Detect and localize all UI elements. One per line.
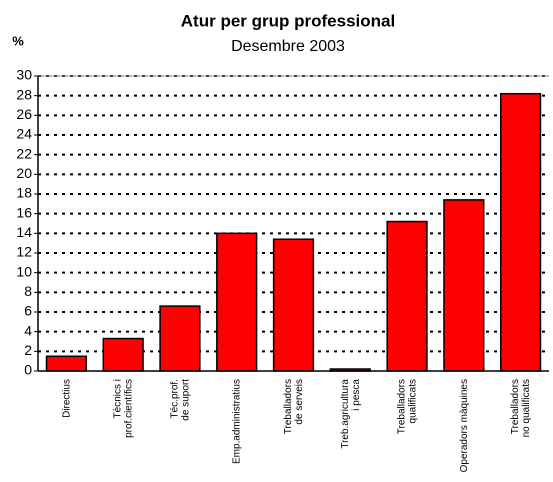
bar <box>216 232 258 372</box>
y-tick-label: 6 <box>24 303 32 319</box>
y-tick-label: 22 <box>16 145 32 161</box>
x-tick-label: Emp.administratius <box>231 379 242 464</box>
x-tick-label: Operadors màquines <box>458 379 469 472</box>
y-tick-label: 26 <box>16 106 32 122</box>
x-tick-label: Treballadors qualificats <box>396 379 418 434</box>
chart-subtitle: Desembre 2003 <box>231 38 345 55</box>
bar <box>272 238 315 372</box>
y-tick-label: 10 <box>16 263 32 279</box>
y-tick-label: 24 <box>16 126 32 142</box>
y-tick-label: 4 <box>24 322 32 338</box>
y-tick-label: 30 <box>16 67 32 83</box>
x-tick-label: Directius <box>61 379 72 418</box>
y-tick-label: 8 <box>24 283 32 299</box>
x-tick-label: Treballadors no qualificats <box>510 379 532 440</box>
bar <box>45 355 88 372</box>
bar <box>443 199 485 372</box>
y-tick-label: 28 <box>16 86 32 102</box>
x-tick-label: Treballadors de serveis <box>283 379 305 434</box>
y-tick-label: 14 <box>16 224 32 240</box>
y-tick-label: 16 <box>16 204 32 220</box>
y-tick-label: 18 <box>16 185 32 201</box>
x-tick-label: Téc.prof. de suport <box>169 379 191 424</box>
y-tick-label: 12 <box>16 244 32 260</box>
x-tick-label: Treb.agricultura i pesca <box>339 379 361 449</box>
y-tick-label: 2 <box>24 342 32 358</box>
bar <box>159 305 201 372</box>
bar <box>386 220 428 372</box>
bar <box>499 92 542 372</box>
y-tick-label: 0 <box>24 362 32 378</box>
bar <box>102 337 144 372</box>
chart-title: Atur per grup professional <box>181 11 395 30</box>
y-tick-label: 20 <box>16 165 32 181</box>
y-axis-label: % <box>12 33 24 48</box>
x-tick-label: Tècnics i prof.científics <box>112 379 134 441</box>
